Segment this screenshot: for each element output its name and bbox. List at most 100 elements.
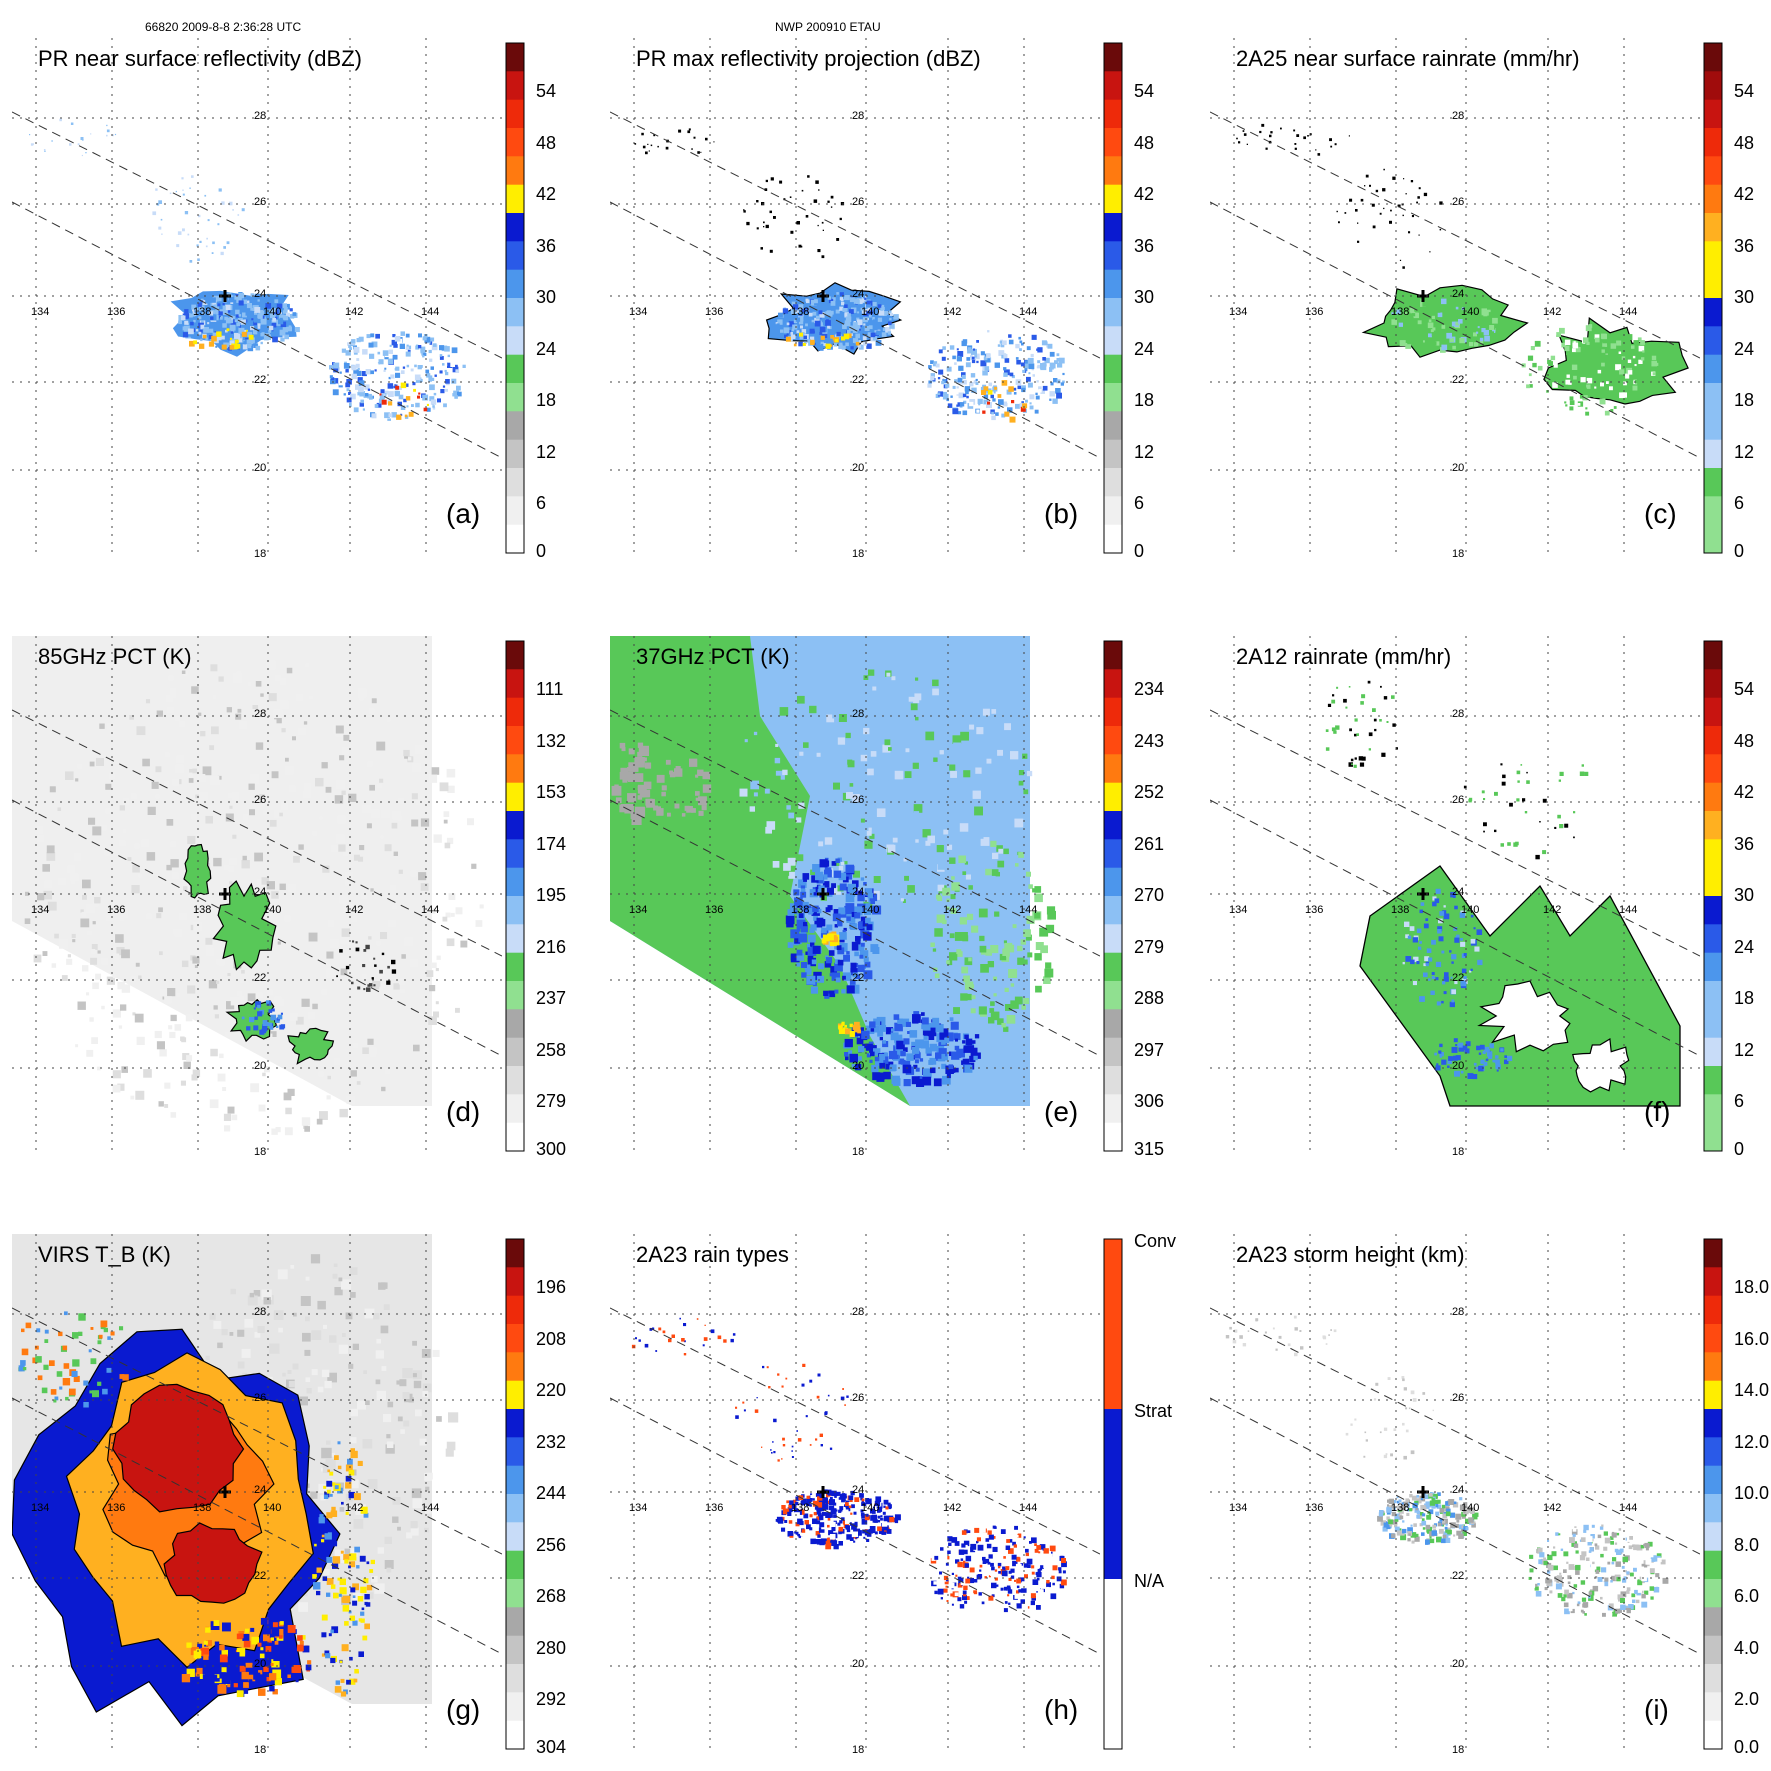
colorbar-label: 208 (536, 1328, 567, 1349)
lat-label: 18 (852, 1744, 865, 1756)
lon-label: 144 (1619, 1502, 1638, 1514)
lon-label: 142 (1543, 1502, 1562, 1514)
swath-edges (1210, 1307, 1700, 1655)
colorbar-label: 0 (536, 540, 547, 561)
lat-label: 18 (254, 1146, 267, 1158)
map-e (610, 636, 1100, 1151)
colorbar-label: 30 (1734, 287, 1755, 307)
panel-label: (b) (1044, 498, 1079, 529)
lat-label: 22 (1452, 972, 1465, 984)
colorbar-label: 24 (1134, 338, 1155, 359)
lat-label: 18 (254, 1744, 267, 1756)
panel-title: PR max reflectivity projection (dBZ) (636, 46, 981, 71)
latlon-grid (610, 38, 1100, 553)
lat-label: 28 (852, 708, 865, 720)
latlon-grid (610, 1234, 1100, 1749)
header-source: NWP 200910 ETAU (775, 20, 881, 34)
colorbar-label: 36 (1734, 235, 1755, 256)
lon-label: 140 (1461, 904, 1480, 916)
colorbar (1703, 640, 1723, 1152)
panel-label: (e) (1044, 1096, 1079, 1127)
lat-label: 26 (1452, 1392, 1465, 1404)
colorbar-label: 300 (536, 1138, 567, 1159)
colorbar-label: 12 (1134, 441, 1155, 462)
colorbar-label: Conv (1134, 1231, 1177, 1251)
lon-label: 136 (1305, 306, 1324, 318)
lon-label: 140 (263, 1502, 282, 1514)
colorbar-label: 54 (1734, 81, 1755, 101)
lat-label: 28 (852, 110, 865, 122)
lon-label: 134 (31, 1502, 50, 1514)
colorbar-label: 0.0 (1734, 1736, 1760, 1757)
colorbar-label: 237 (536, 988, 567, 1008)
lat-label: 24 (852, 886, 865, 898)
lon-label: 142 (943, 306, 962, 318)
colorbar-label: 297 (1134, 1039, 1165, 1060)
latlon-grid (1210, 1234, 1700, 1749)
lon-label: 138 (193, 306, 212, 318)
colorbar-label: 258 (536, 1039, 567, 1060)
colorbar-label: 8.0 (1734, 1534, 1760, 1555)
colorbar-label: 48 (1734, 730, 1755, 751)
colorbar-label: 48 (1734, 132, 1755, 153)
lat-label: 22 (254, 374, 267, 386)
panel-title: 2A23 rain types (636, 1242, 789, 1267)
colorbar-label: 288 (1134, 988, 1165, 1008)
colorbar (505, 1238, 525, 1750)
colorbar-label: 18 (1734, 390, 1755, 410)
lon-label: 138 (791, 1502, 810, 1514)
panel-title: PR near surface reflectivity (dBZ) (38, 46, 362, 71)
colorbar-label: 174 (536, 833, 567, 854)
lon-label: 138 (193, 1502, 212, 1514)
colorbar-label: 24 (536, 338, 557, 359)
lon-label: 144 (1019, 904, 1038, 916)
lat-label: 20 (1452, 1060, 1465, 1072)
lon-label: 136 (107, 904, 126, 916)
lon-label: 134 (1229, 1502, 1248, 1514)
lon-label: 136 (1305, 1502, 1324, 1514)
colorbar-label: N/A (1134, 1571, 1165, 1591)
colorbar-label: 2.0 (1734, 1689, 1760, 1709)
lat-label: 26 (852, 1392, 865, 1404)
colorbar-label: 30 (536, 287, 557, 307)
lat-label: 28 (254, 708, 267, 720)
colorbar-label: 18 (536, 390, 557, 410)
colorbar-label: 14.0 (1734, 1380, 1770, 1400)
colorbar-label: 12.0 (1734, 1431, 1770, 1452)
lat-label: 20 (254, 1060, 267, 1072)
panel-title: VIRS T_B (K) (38, 1242, 171, 1267)
lon-label: 140 (263, 904, 282, 916)
lat-label: 26 (254, 196, 267, 208)
colorbar-label: 30 (1734, 885, 1755, 905)
colorbar-label: 54 (1734, 679, 1755, 699)
colorbar (1103, 1238, 1123, 1750)
lat-label: 20 (852, 1060, 865, 1072)
colorbar-label: 244 (536, 1483, 567, 1503)
lat-label: 20 (852, 1658, 865, 1670)
colorbar-label: 24 (1734, 338, 1755, 359)
latlon-grid (610, 636, 1100, 1151)
lat-label: 18 (254, 548, 267, 560)
lon-label: 140 (861, 1502, 880, 1514)
colorbar-label: 12 (1734, 441, 1755, 462)
lon-label: 142 (943, 904, 962, 916)
lon-label: 144 (1619, 904, 1638, 916)
lat-label: 28 (254, 1306, 267, 1318)
swath-edges (610, 111, 1100, 459)
lat-label: 22 (1452, 374, 1465, 386)
panel-title: 2A23 storm height (km) (1236, 1242, 1465, 1267)
lon-label: 138 (1391, 306, 1410, 318)
lon-label: 144 (1619, 306, 1638, 318)
lat-label: 28 (1452, 110, 1465, 122)
lat-label: 20 (1452, 462, 1465, 474)
colorbar-label: 0 (1134, 540, 1145, 561)
colorbar-label: 12 (536, 441, 557, 462)
lat-label: 22 (1452, 1570, 1465, 1582)
swath-edges (12, 111, 502, 459)
colorbar-label: 261 (1134, 833, 1165, 854)
lat-label: 24 (852, 1484, 865, 1496)
colorbar-label: 16.0 (1734, 1328, 1770, 1349)
lat-label: 24 (254, 886, 267, 898)
colorbar-label: 54 (536, 81, 557, 101)
lat-label: 18 (1452, 548, 1465, 560)
